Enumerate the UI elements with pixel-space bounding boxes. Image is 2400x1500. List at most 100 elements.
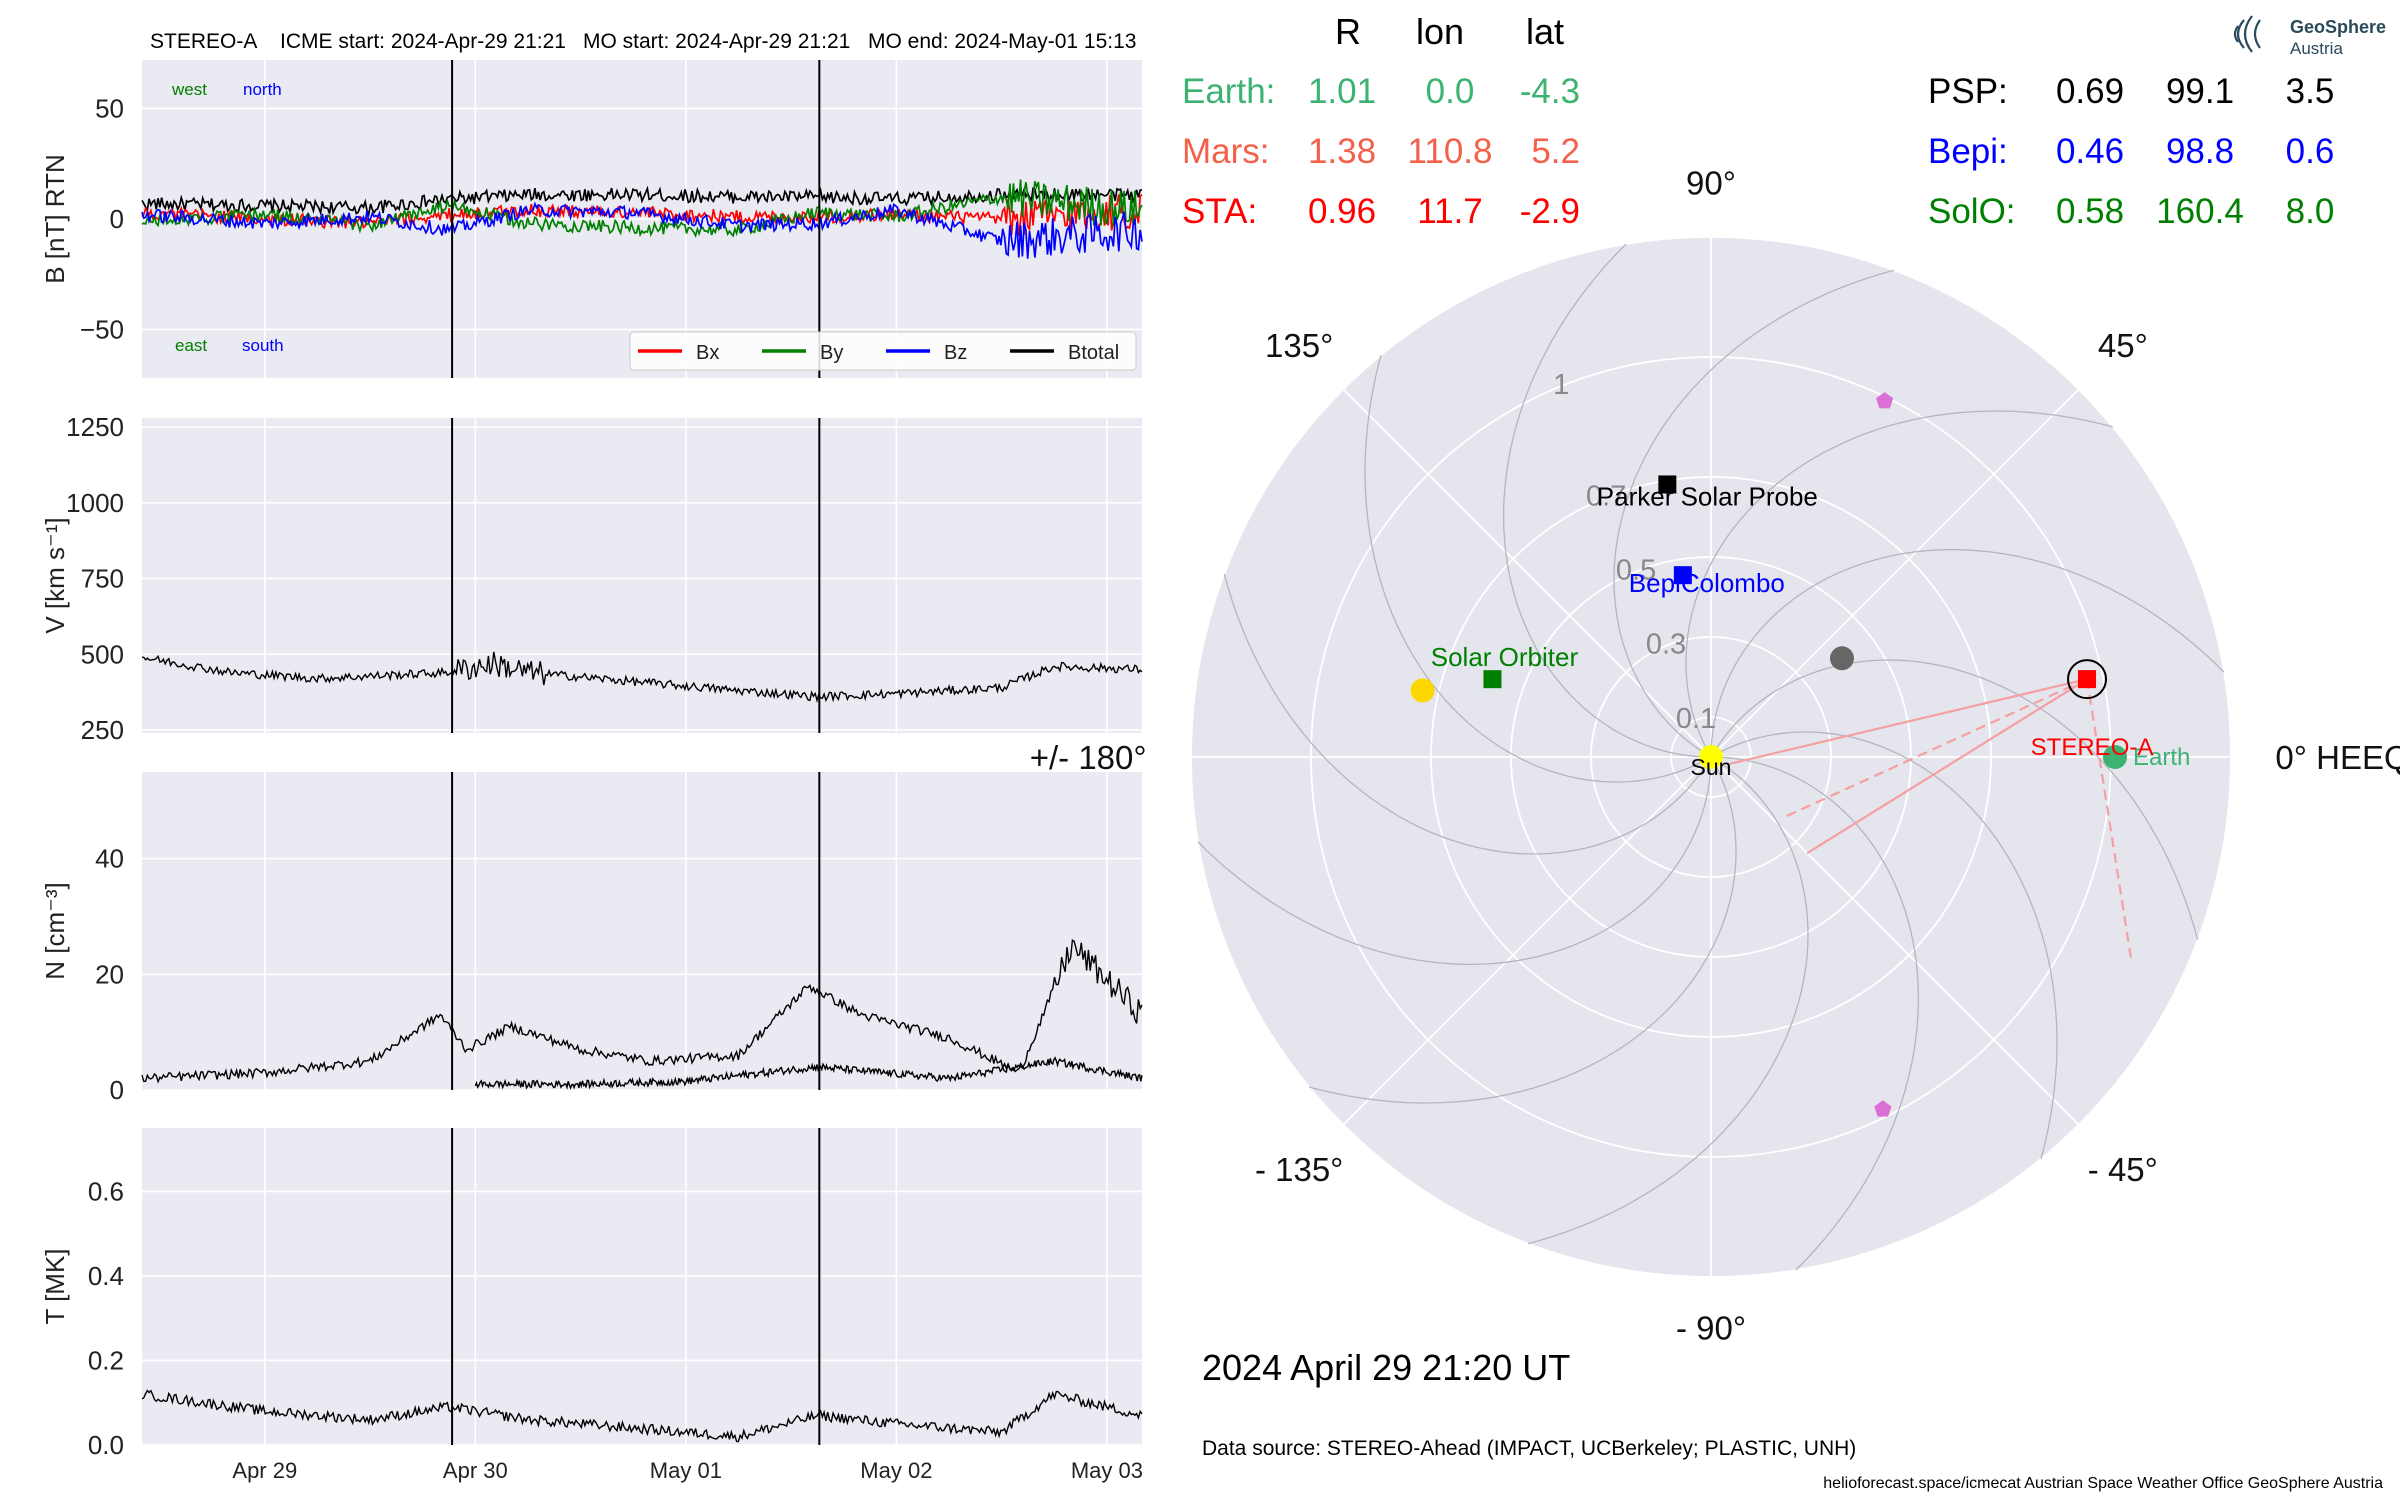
- position-row-lat: 0.6: [2286, 132, 2335, 171]
- radial-tick-label: 1: [1553, 369, 1569, 401]
- position-row-r: 1.01: [1308, 72, 1376, 111]
- x-tick-label: May 03: [1071, 1458, 1143, 1483]
- parker-spiral-line: [1527, 760, 1809, 1245]
- footer-data-source: Data source: STEREO-Ahead (IMPACT, UCBer…: [1202, 1437, 1856, 1460]
- y-tick-label: 0.0: [88, 1430, 124, 1460]
- position-row-left: STA: 0.96 11.7 -2.9: [1182, 192, 1580, 231]
- angle-label: +/- 180°: [1030, 739, 1147, 776]
- panel-background: [142, 418, 1142, 733]
- x-tick-label: Apr 29: [232, 1458, 297, 1483]
- y-axis-label: T [MK]: [40, 1248, 70, 1324]
- parker-spiral-line: [1613, 269, 1895, 754]
- y-tick-label: 1000: [66, 488, 124, 518]
- legend-label-bz: Bz: [944, 342, 967, 364]
- position-row-name: Bepi:: [1928, 132, 2008, 171]
- y-axis-label: B [nT] RTN: [40, 154, 70, 284]
- y-tick-label: 0.6: [88, 1176, 124, 1206]
- angle-label: 45°: [2098, 327, 2148, 364]
- position-row-lon: 98.8: [2166, 132, 2234, 171]
- parker-spiral-line: [1685, 410, 2113, 751]
- y-tick-label: 250: [81, 715, 124, 745]
- series-v-line: [141, 651, 1143, 704]
- annotation-south: south: [242, 336, 284, 355]
- marker-solar-orbiter: [1483, 670, 1502, 689]
- y-tick-label: −50: [80, 314, 124, 344]
- label-bepicolombo: BepiColombo: [1629, 568, 1785, 598]
- cme-direction-line: [1729, 678, 2088, 765]
- marker-bepicolombo: [1673, 566, 1692, 585]
- position-row-name: Mars:: [1182, 132, 1270, 171]
- series-t-line: [141, 1389, 1143, 1443]
- n-panel: 0 20 40 N [cm⁻³]: [40, 772, 1143, 1105]
- timeseries-panels: −50 0 50 B [nT] RTN west north east south Bx By Bz…: [40, 60, 1143, 1483]
- table-header-lon: lon: [1416, 11, 1464, 52]
- footer-credits: helioforecast.space/icmecat Austrian Spa…: [1823, 1475, 2383, 1492]
- position-row-r: 0.96: [1308, 192, 1376, 231]
- marker-earth: [2103, 745, 2127, 769]
- header-mo-end: MO end: 2024-May-01 15:13: [868, 30, 1137, 53]
- position-row-r: 0.46: [2056, 132, 2124, 171]
- series-by-line: [141, 179, 1143, 239]
- b-panel: −50 0 50 B [nT] RTN west north east south Bx By Bz…: [40, 60, 1143, 378]
- radial-tick-label: 0.1: [1676, 703, 1716, 735]
- y-tick-label: 750: [81, 564, 124, 594]
- position-row-right: Bepi: 0.46 98.8 0.6: [1928, 132, 2334, 171]
- header-icme-start: ICME start: 2024-Apr-29 21:21: [280, 30, 566, 53]
- cme-direction-line: [1806, 678, 2088, 855]
- y-tick-label: 0: [110, 1075, 124, 1105]
- position-row-left: Earth: 1.01 0.0 -4.3: [1182, 72, 1580, 111]
- footer-datetime: 2024 April 29 21:20 UT: [1202, 1347, 1570, 1388]
- position-row-right: PSP: 0.69 99.1 3.5: [1928, 72, 2334, 111]
- label-earth: Earth: [2133, 744, 2190, 771]
- series-n-alpha-line: [474, 1056, 1143, 1090]
- position-row-lat: 5.2: [1531, 132, 1580, 171]
- annotation-east: east: [175, 336, 207, 355]
- legend-label-bx: Bx: [696, 342, 719, 364]
- header-spacecraft: STEREO-A: [150, 30, 257, 53]
- position-row-r: 0.69: [2056, 72, 2124, 111]
- legend: Bx By Bz Btotal: [629, 331, 1137, 371]
- position-row-lat: 8.0: [2286, 192, 2335, 231]
- position-row-r: 1.38: [1308, 132, 1376, 171]
- label-stereo-a: STEREO-A: [2031, 734, 2154, 761]
- marker-pentagon: [1876, 392, 1894, 409]
- panel-background: [142, 772, 1142, 1090]
- position-row-r: 0.58: [2056, 192, 2124, 231]
- marker-parker-solar-probe: [1658, 475, 1677, 494]
- polar-position-plot: 0.1 0.3 0.5 0.7 1 0° HEEQ 45° 90° 135° +/- 180° - …: [1030, 165, 2400, 1347]
- marker-pentagon: [1874, 1100, 1892, 1117]
- series-bz-line: [141, 201, 1143, 259]
- y-tick-label: 0: [110, 204, 124, 234]
- parker-spiral-line: [1309, 763, 1737, 1104]
- marker-unlabeled: [1829, 646, 1854, 671]
- position-row-lat: 3.5: [2286, 72, 2335, 111]
- y-tick-label: 500: [81, 639, 124, 669]
- y-axis-label: V [km s⁻¹]: [40, 517, 70, 633]
- parker-spiral-line: [1717, 731, 2058, 1159]
- table-header-r: R: [1335, 11, 1361, 52]
- annotation-west: west: [171, 80, 207, 99]
- angle-label: 0° HEEQ: [2275, 739, 2400, 776]
- angle-label: 135°: [1265, 327, 1333, 364]
- position-row-lon: 11.7: [1417, 192, 1483, 231]
- position-row-lat: -2.9: [1520, 192, 1580, 231]
- label-parker-solar-probe: Parker Solar Probe: [1597, 481, 1818, 511]
- angle-label: - 45°: [2088, 1151, 2158, 1188]
- position-row-right: SolO: 0.58 160.4 8.0: [1928, 192, 2334, 231]
- y-axis-label: N [cm⁻³]: [40, 882, 70, 980]
- v-panel: 250 500 750 1000 1250 V [km s⁻¹]: [40, 412, 1143, 745]
- y-tick-label: 0.4: [88, 1261, 124, 1291]
- logo-line2: Austria: [2290, 39, 2343, 58]
- geosphere-logo: GeoSphere Austria: [2233, 15, 2386, 58]
- position-row-name: PSP:: [1928, 72, 2008, 111]
- panel-background: [142, 1128, 1142, 1445]
- series-btotal-line: [141, 185, 1143, 217]
- y-tick-label: 0.2: [88, 1345, 124, 1375]
- radial-tick-label: 0.3: [1646, 629, 1686, 661]
- parker-spiral-line: [1197, 764, 1712, 966]
- position-row-lon: 99.1: [2166, 72, 2234, 111]
- radial-tick-label: 0.5: [1616, 555, 1656, 587]
- position-row-lat: -4.3: [1520, 72, 1580, 111]
- marker-unlabeled: [1410, 678, 1435, 703]
